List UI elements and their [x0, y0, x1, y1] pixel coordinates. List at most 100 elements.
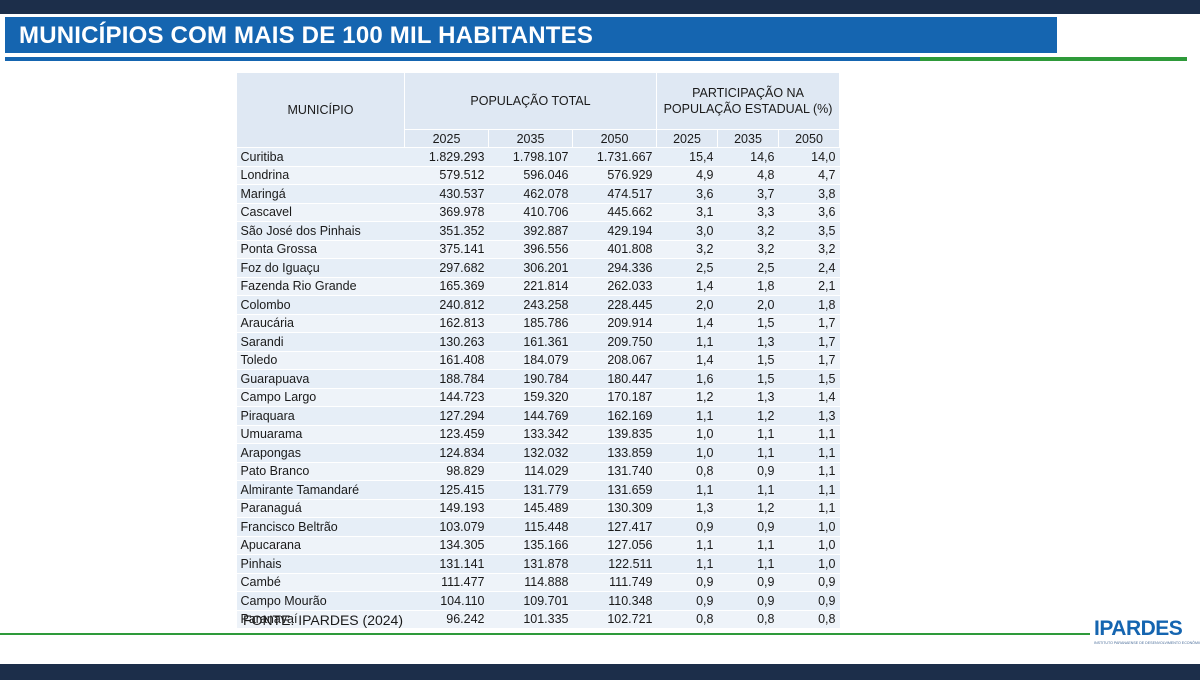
population-cell: 123.459 [404, 425, 489, 444]
population-cell: 114.888 [488, 573, 573, 592]
share-cell: 1,0 [656, 443, 718, 463]
population-cell: 133.342 [488, 425, 573, 444]
population-cell: 101.335 [488, 610, 573, 629]
share-cell: 15,4 [656, 147, 718, 167]
population-cell: 122.511 [572, 554, 657, 574]
table-body: Curitiba 1.829.293 1.798.107 1.731.667 15,4 1… [236, 147, 840, 629]
share-cell: 1,0 [778, 554, 840, 574]
bottom-dark-bar [0, 664, 1200, 680]
municipio-name-cell: Apucarana [236, 536, 405, 555]
municipio-name-cell: Umuarama [236, 425, 405, 444]
population-cell: 131.779 [488, 480, 573, 500]
share-cell: 0,9 [717, 573, 779, 592]
municipio-name-cell: Almirante Tamandaré [236, 480, 405, 500]
table-row: Campo Mourão 104.110 109.701 110.348 0,9 0,9 0… [236, 591, 840, 611]
population-cell: 102.721 [572, 610, 657, 629]
table-row: Almirante Tamandaré 125.415 131.779 131.659… [236, 480, 840, 500]
share-cell: 1,1 [778, 443, 840, 463]
municipio-name-cell: Fazenda Rio Grande [236, 277, 405, 296]
table-row: Pinhais 131.141 131.878 122.511 1,1 1,1 1,0 [236, 554, 840, 574]
share-cell: 0,9 [717, 517, 779, 537]
share-cell: 1,5 [778, 369, 840, 389]
share-cell: 2,5 [717, 258, 779, 278]
population-cell: 162.169 [572, 406, 657, 426]
population-cell: 240.812 [404, 295, 489, 315]
table-row: Paranavaí 96.242 101.335 102.721 0,8 0,8 0,8 [236, 610, 840, 629]
table-row: Campo Largo 144.723 159.320 170.187 1,2 1,3 1,… [236, 388, 840, 407]
footer-divider [0, 633, 1090, 635]
table-row: Ponta Grossa 375.141 396.556 401.808 3,2 3,2 3… [236, 240, 840, 259]
municipio-name-cell: Cambé [236, 573, 405, 592]
population-cell: 228.445 [572, 295, 657, 315]
population-cell: 125.415 [404, 480, 489, 500]
source-note: FONTE: IPARDES (2024) [243, 612, 404, 628]
share-cell: 3,6 [778, 203, 840, 222]
table-row: Maringá 430.537 462.078 474.517 3,6 3,7 3,8 [236, 184, 840, 204]
population-cell: 209.750 [572, 332, 657, 352]
population-cell: 369.978 [404, 203, 489, 222]
share-cell: 1,0 [778, 517, 840, 537]
share-cell: 1,1 [717, 554, 779, 574]
share-cell: 1,5 [717, 369, 779, 389]
municipio-name-cell: Arapongas [236, 443, 405, 463]
share-cell: 0,8 [656, 462, 718, 481]
table-row: Pato Branco 98.829 114.029 131.740 0,8 0,9 1,1 [236, 462, 840, 481]
share-cell: 1,0 [778, 536, 840, 555]
share-cell: 0,9 [778, 573, 840, 592]
population-cell: 139.835 [572, 425, 657, 444]
share-cell: 4,7 [778, 166, 840, 185]
municipio-name-cell: Londrina [236, 166, 405, 185]
population-cell: 297.682 [404, 258, 489, 278]
share-cell: 1,7 [778, 332, 840, 352]
table-row: Araucária 162.813 185.786 209.914 1,4 1,5 1,7 [236, 314, 840, 333]
share-cell: 3,5 [778, 221, 840, 241]
population-cell: 161.361 [488, 332, 573, 352]
municipio-name-cell: Francisco Beltrão [236, 517, 405, 537]
population-cell: 351.352 [404, 221, 489, 241]
population-cell: 474.517 [572, 184, 657, 204]
table-row: Fazenda Rio Grande 165.369 221.814 262.033 1… [236, 277, 840, 296]
population-cell: 208.067 [572, 351, 657, 370]
population-cell: 430.537 [404, 184, 489, 204]
share-cell: 1,7 [778, 351, 840, 370]
population-cell: 596.046 [488, 166, 573, 185]
logo-wordmark: IPARDES [1094, 617, 1183, 640]
header-year: 2050 [778, 129, 840, 148]
population-cell: 262.033 [572, 277, 657, 296]
share-cell: 1,4 [778, 388, 840, 407]
population-cell: 209.914 [572, 314, 657, 333]
share-cell: 3,2 [717, 221, 779, 241]
share-cell: 2,0 [717, 295, 779, 315]
population-cell: 111.749 [572, 573, 657, 592]
municipio-name-cell: Pinhais [236, 554, 405, 574]
header-participacao: PARTICIPAÇÃO NA POPULAÇÃO ESTADUAL (%) [656, 72, 840, 130]
municipio-name-cell: Cascavel [236, 203, 405, 222]
population-cell: 127.294 [404, 406, 489, 426]
population-cell: 188.784 [404, 369, 489, 389]
share-cell: 1,3 [717, 332, 779, 352]
share-cell: 1,4 [656, 351, 718, 370]
share-cell: 1,3 [778, 406, 840, 426]
table-row: Francisco Beltrão 103.079 115.448 127.417 0,… [236, 517, 840, 537]
share-cell: 3,2 [656, 240, 718, 259]
municipio-name-cell: Toledo [236, 351, 405, 370]
share-cell: 1,4 [656, 314, 718, 333]
share-cell: 1,2 [656, 388, 718, 407]
share-cell: 1,4 [656, 277, 718, 296]
share-cell: 0,8 [717, 610, 779, 629]
population-cell: 445.662 [572, 203, 657, 222]
table-row: Umuarama 123.459 133.342 139.835 1,0 1,1 1,1 [236, 425, 840, 444]
share-cell: 1,1 [656, 480, 718, 500]
share-cell: 0,9 [656, 573, 718, 592]
table-row: Foz do Iguaçu 297.682 306.201 294.336 2,5 2,5… [236, 258, 840, 278]
share-cell: 1,1 [656, 536, 718, 555]
population-cell: 127.056 [572, 536, 657, 555]
table-row: Cambé 111.477 114.888 111.749 0,9 0,9 0,9 [236, 573, 840, 592]
municipio-name-cell: Colombo [236, 295, 405, 315]
share-cell: 2,4 [778, 258, 840, 278]
share-cell: 1,1 [778, 499, 840, 518]
share-cell: 0,9 [656, 517, 718, 537]
share-cell: 1,1 [717, 425, 779, 444]
population-cell: 180.447 [572, 369, 657, 389]
share-cell: 4,9 [656, 166, 718, 185]
